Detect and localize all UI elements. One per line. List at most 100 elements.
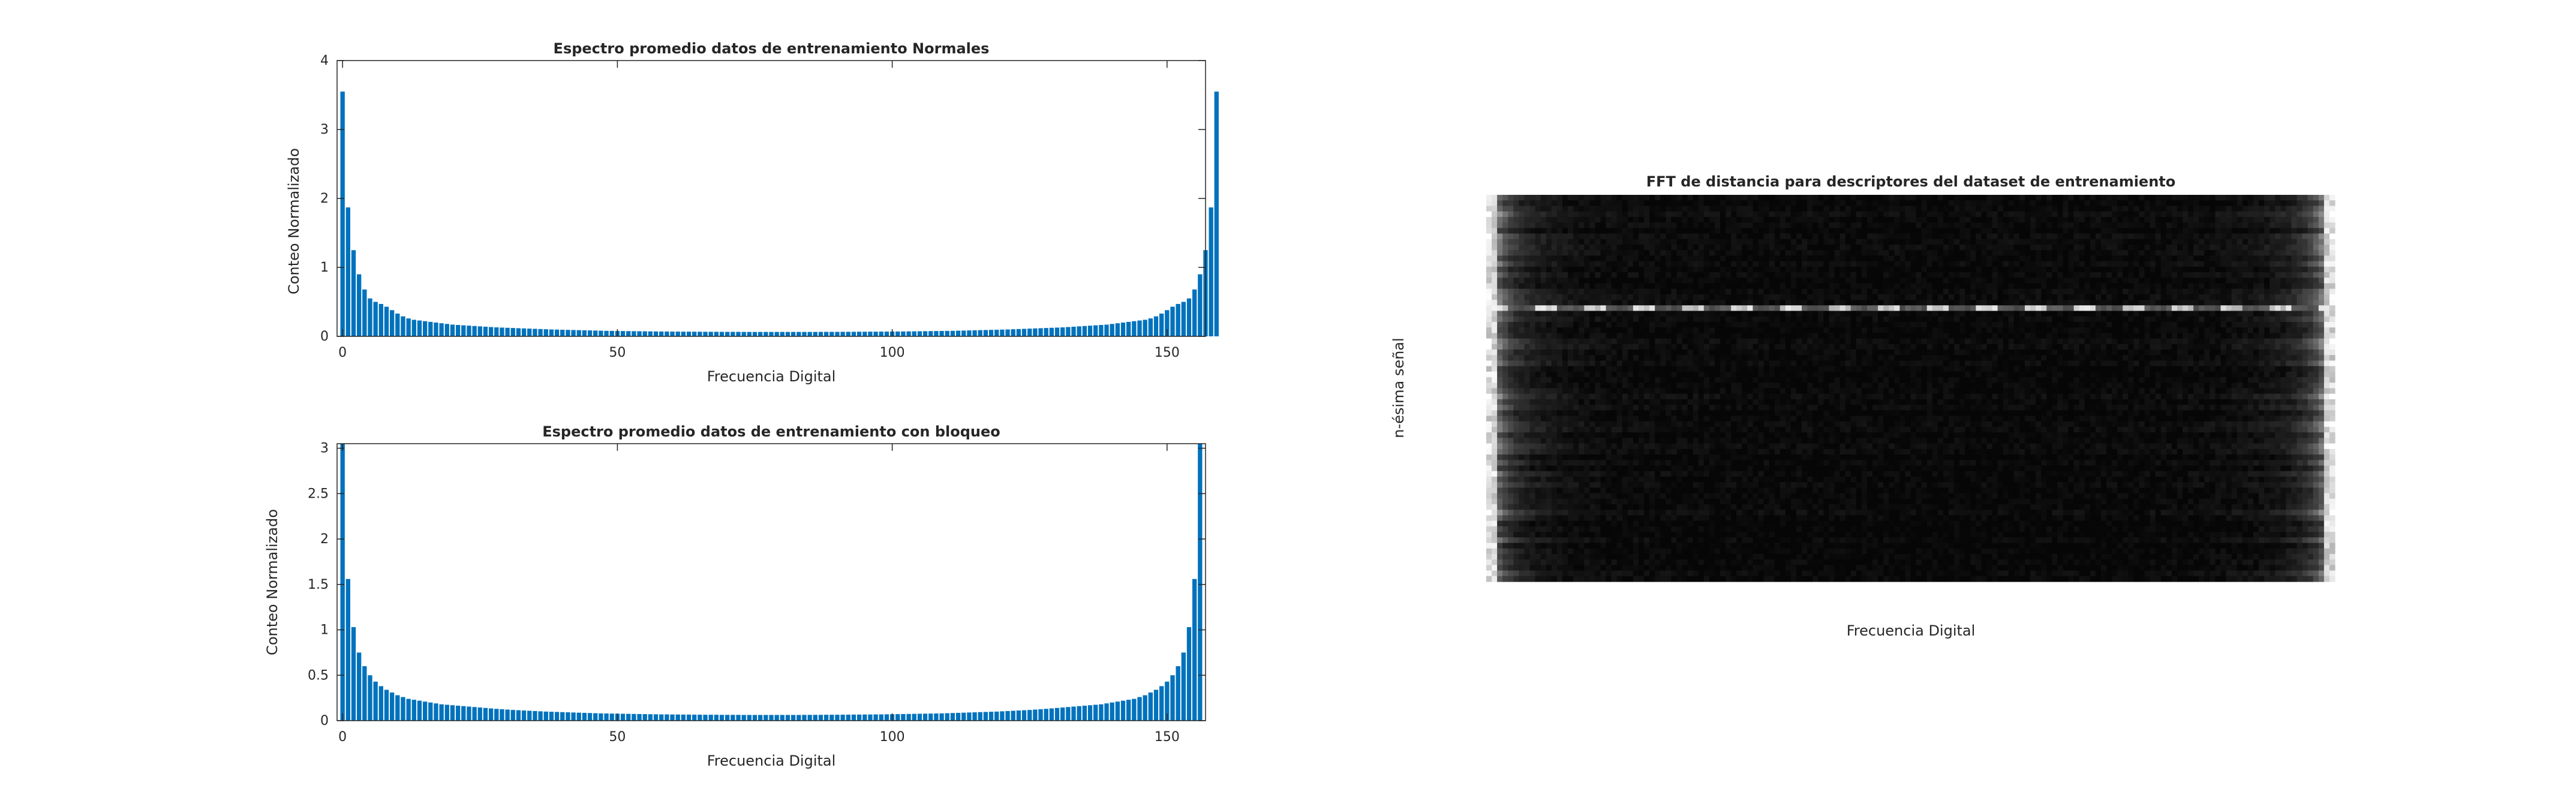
heatmap-cell bbox=[1763, 195, 1770, 201]
heatmap-cell bbox=[1633, 338, 1639, 345]
heatmap-cell bbox=[1910, 288, 1917, 295]
heatmap-cell bbox=[1638, 239, 1645, 245]
heatmap-cell bbox=[2323, 255, 2330, 262]
heatmap-cell bbox=[1899, 321, 1906, 328]
heatmap-cell bbox=[1916, 350, 1922, 356]
heatmap-cell bbox=[1753, 261, 1759, 267]
heatmap-cell bbox=[1872, 261, 1878, 267]
heatmap-cell bbox=[1753, 266, 1759, 273]
heatmap-cell bbox=[2247, 288, 2254, 295]
heatmap-cell bbox=[1866, 278, 1873, 284]
heatmap-cell bbox=[1535, 216, 1541, 223]
heatmap-cell bbox=[1921, 266, 1928, 273]
heatmap-cell bbox=[1671, 211, 1678, 218]
heatmap-cell bbox=[1839, 200, 1846, 207]
heatmap-cell bbox=[1948, 255, 1955, 262]
heatmap-cell bbox=[1780, 288, 1786, 295]
heatmap-cell bbox=[2275, 228, 2281, 234]
heatmap-cell bbox=[2024, 255, 2031, 262]
heatmap-cell bbox=[2030, 233, 2036, 240]
heatmap-cell bbox=[1573, 216, 1579, 223]
heatmap-cell bbox=[1986, 344, 1993, 350]
heatmap-cell bbox=[2307, 261, 2314, 267]
heatmap-cell bbox=[2199, 206, 2205, 212]
bar-109 bbox=[939, 713, 944, 721]
heatmap-cell bbox=[2073, 261, 2080, 267]
heatmap-cell bbox=[2204, 195, 2210, 201]
heatmap-cell bbox=[1976, 338, 1982, 345]
heatmap-cell bbox=[2160, 288, 2167, 295]
heatmap-cell bbox=[1845, 321, 1851, 328]
heatmap-cell bbox=[2133, 327, 2140, 333]
heatmap-cell bbox=[1714, 305, 1721, 312]
heatmap-cell bbox=[1720, 338, 1726, 345]
heatmap-cell bbox=[1497, 344, 1503, 350]
heatmap-cell bbox=[2036, 250, 2042, 256]
heatmap-cell bbox=[2123, 321, 2129, 328]
heatmap-cell bbox=[2226, 233, 2232, 240]
heatmap-cell bbox=[1492, 338, 1498, 345]
heatmap-cell bbox=[2307, 333, 2314, 339]
heatmap-cell bbox=[1627, 338, 1634, 345]
bar-119 bbox=[994, 711, 999, 721]
heatmap-cell bbox=[1655, 206, 1661, 212]
heatmap-cell bbox=[1845, 272, 1851, 278]
heatmap-cell bbox=[1899, 211, 1906, 218]
heatmap-cell bbox=[2286, 311, 2292, 317]
heatmap-cell bbox=[1780, 216, 1786, 223]
heatmap-cell bbox=[1649, 272, 1655, 278]
heatmap-cell bbox=[1508, 321, 1514, 328]
heatmap-cell bbox=[1845, 355, 1851, 362]
heatmap-cell bbox=[1540, 350, 1547, 356]
heatmap-cell bbox=[1589, 195, 1596, 201]
bar-147 bbox=[1148, 692, 1153, 721]
heatmap-cell bbox=[1959, 200, 1965, 207]
heatmap-cell bbox=[1802, 294, 1808, 300]
heatmap-cell bbox=[2291, 305, 2298, 312]
heatmap-cell bbox=[1747, 222, 1754, 228]
heatmap-cell bbox=[2291, 250, 2298, 256]
heatmap-cell bbox=[1943, 195, 1949, 201]
heatmap-cell bbox=[2291, 272, 2298, 278]
heatmap-cell bbox=[1627, 283, 1634, 290]
heatmap-cell bbox=[1660, 327, 1666, 333]
heatmap-cell bbox=[2204, 305, 2210, 312]
heatmap-cell bbox=[1589, 316, 1596, 323]
heatmap-cell bbox=[1731, 255, 1737, 262]
heatmap-cell bbox=[1845, 344, 1851, 350]
heatmap-cell bbox=[1878, 300, 1884, 306]
heatmap-cell bbox=[2112, 200, 2118, 207]
heatmap-cell bbox=[1638, 288, 1645, 295]
bar-129 bbox=[1049, 708, 1054, 721]
heatmap-cell bbox=[1676, 321, 1683, 328]
heatmap-cell bbox=[1981, 278, 1988, 284]
ytick-label: 3 bbox=[320, 441, 329, 456]
heatmap-cell bbox=[1742, 195, 1748, 201]
heatmap-cell bbox=[1529, 288, 1536, 295]
heatmap-cell bbox=[1562, 206, 1568, 212]
heatmap-cell bbox=[2160, 239, 2167, 245]
heatmap-cell bbox=[1486, 216, 1492, 223]
heatmap-cell bbox=[2220, 233, 2227, 240]
heatmap-cell bbox=[1682, 272, 1688, 278]
heatmap-cell bbox=[1497, 311, 1503, 317]
heatmap-cell bbox=[1774, 333, 1781, 339]
heatmap-cell bbox=[1916, 272, 1922, 278]
heatmap-cell bbox=[1556, 200, 1563, 207]
heatmap-cell bbox=[1763, 278, 1770, 284]
heatmap-cell bbox=[1676, 338, 1683, 345]
heatmap-cell bbox=[1845, 333, 1851, 339]
heatmap-cell bbox=[1905, 278, 1911, 284]
heatmap-cell bbox=[1780, 244, 1786, 251]
heatmap-cell bbox=[1943, 266, 1949, 273]
ytick-label: 2.5 bbox=[308, 486, 329, 501]
heatmap-cell bbox=[1726, 300, 1732, 306]
heatmap-cell bbox=[2013, 216, 2020, 223]
heatmap-cell bbox=[2291, 206, 2298, 212]
heatmap-cell bbox=[1529, 250, 1536, 256]
heatmap-cell bbox=[1671, 327, 1678, 333]
heatmap-cell bbox=[1986, 338, 1993, 345]
heatmap-cell bbox=[1986, 200, 1993, 207]
heatmap-cell bbox=[2280, 350, 2286, 356]
